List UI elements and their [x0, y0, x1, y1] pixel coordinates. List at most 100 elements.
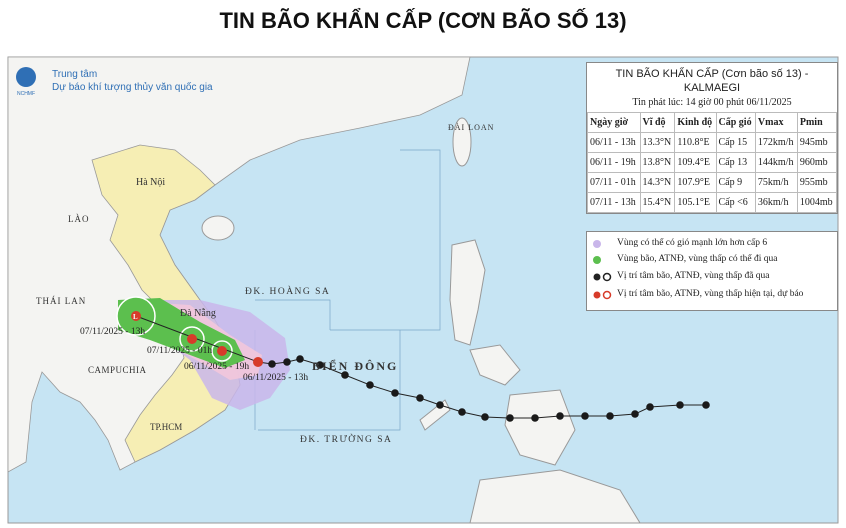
forecast-circle	[211, 340, 233, 362]
page-title: TIN BÃO KHẨN CẤP (CƠN BÃO SỐ 13)	[219, 8, 627, 33]
table-cell: 144km/h	[754, 152, 798, 173]
forecast-label: 06/11/2025 - 19h	[184, 362, 249, 372]
past-position	[506, 414, 514, 422]
issued: Tin phát lúc: 14 giờ 00 phút 06/11/2025	[632, 97, 792, 108]
past-position	[631, 410, 639, 418]
past-position	[366, 381, 374, 389]
logo-icon	[16, 67, 36, 87]
table-cell: Cấp <6	[715, 192, 756, 213]
forecast-label: 06/11/2025 - 13h	[243, 373, 308, 383]
taiwan	[452, 117, 472, 167]
place-label: Hà Nội	[136, 177, 165, 188]
table-cell: Cấp 15	[715, 132, 756, 153]
table-cell: 75km/h	[754, 172, 798, 193]
past-position	[416, 394, 424, 402]
past-position	[531, 414, 539, 422]
past-position	[268, 360, 276, 368]
place-label: TP.HCM	[150, 422, 182, 432]
info-box: TIN BÃO KHẨN CẤP (Cơn bão số 13) - KALMAE…	[586, 62, 838, 214]
place-label: THÁI LAN	[36, 296, 86, 306]
legend-item: Vùng có thể có gió mạnh lớn hơn cấp 6	[617, 238, 768, 248]
past-position	[481, 413, 489, 421]
legend-icon	[602, 272, 612, 282]
past-position	[676, 401, 684, 409]
table-row: 06/11 - 19h 13.8°N 109.4°E Cấp 13 144km/h 960…	[587, 152, 838, 173]
table-cell: 107.9°E	[674, 172, 717, 193]
table-cell: Cấp gió	[715, 112, 756, 133]
place-label: LÀO	[68, 214, 90, 224]
table-cell: Cấp 9	[715, 172, 756, 193]
table-cell: Kinh độ	[674, 112, 717, 133]
forecast-position	[131, 311, 141, 321]
forecast-position	[187, 334, 197, 344]
current-position	[253, 357, 263, 367]
table-cell: 14.3°N	[639, 172, 676, 193]
legend-icon	[593, 240, 601, 248]
map-labels: Hà Nội LÀO THÁI LAN CAMPUCHIA Đà Nẵng TP…	[36, 122, 494, 445]
hainan	[201, 215, 235, 241]
place-label: Đà Nẵng	[180, 308, 216, 319]
forecast-circle	[179, 326, 205, 352]
legend-icon	[602, 290, 612, 300]
table-cell: Vĩ độ	[639, 112, 676, 133]
past-position	[341, 371, 349, 379]
legend-icon	[593, 273, 601, 281]
forecast-label: 07/11/2025 - 13h	[80, 327, 145, 337]
table-cell: 13.8°N	[639, 152, 676, 173]
table-cell: Ngày giờ	[587, 112, 641, 133]
legend-item: Vị trí tâm bão, ATNĐ, vùng thấp đã qua	[617, 271, 770, 281]
info-title: TIN BÃO KHẨN CẤP (Cơn bão số 13) - KALMAE…	[587, 63, 837, 95]
low-mark: L	[133, 313, 138, 321]
legend-icons	[593, 240, 612, 300]
table-cell: 07/11 - 13h	[587, 192, 641, 213]
forecast-labels: 07/11/2025 - 13h 07/11/2025 - 01h 06/11/…	[80, 327, 308, 383]
table-cell: 15.4°N	[639, 192, 676, 213]
past-position	[646, 403, 654, 411]
past-position	[458, 408, 466, 416]
table-cell: 172km/h	[754, 132, 798, 153]
table-cell: Cấp 13	[715, 152, 756, 173]
past-position	[296, 355, 304, 363]
past-position	[556, 412, 564, 420]
table-cell: 06/11 - 13h	[587, 132, 641, 153]
table-cell: 955mb	[796, 172, 838, 193]
place-label: ĐK. TRƯỜNG SA	[300, 433, 392, 445]
table-row: Ngày giờ Vĩ độ Kinh độ Cấp gió Vmax Pmin	[587, 112, 838, 133]
table-row: 06/11 - 13h 13.3°N 110.8°E Cấp 15 172km/h 945…	[587, 132, 838, 153]
table-cell: 105.1°E	[674, 192, 717, 213]
legend: Vùng có thể có gió mạnh lớn hơn cấp 6 Vù…	[586, 231, 838, 311]
past-position	[391, 389, 399, 397]
table-cell: Vmax	[754, 112, 798, 133]
table-cell: 110.8°E	[674, 132, 717, 153]
past-position	[702, 401, 710, 409]
table-row: 07/11 - 01h 14.3°N 107.9°E Cấp 9 75km/h 955mb	[587, 172, 838, 193]
forecast-positions: L	[131, 311, 263, 367]
table-cell: 06/11 - 19h	[587, 152, 641, 173]
info-title-line: KALMAEGI	[683, 82, 741, 94]
past-position	[316, 361, 324, 369]
logo-line1: Trung tâm	[52, 69, 97, 80]
legend-item: Vị trí tâm bão, ATNĐ, vùng thấp hiện tại…	[617, 289, 804, 299]
table-cell: Pmin	[796, 112, 838, 133]
table-cell: 109.4°E	[674, 152, 717, 173]
forecast-label: 07/11/2025 - 01h	[147, 346, 212, 356]
place-label: CAMPUCHIA	[88, 365, 147, 375]
table-cell: 36km/h	[754, 192, 798, 213]
table-cell: 13.3°N	[639, 132, 676, 153]
place-label: BIỂN ĐÔNG	[312, 358, 398, 373]
forecast-table: Ngày giờ Vĩ độ Kinh độ Cấp gió Vmax Pmin 06/11…	[587, 112, 838, 213]
legend-icon	[593, 256, 601, 264]
forecast-position	[217, 346, 227, 356]
legend-icon	[593, 291, 601, 299]
past-position	[283, 358, 291, 366]
past-positions	[268, 355, 710, 422]
table-cell: 1004mb	[796, 192, 838, 213]
logo-abbr: NCHMF	[17, 91, 35, 97]
place-label: ĐK. HOÀNG SA	[245, 285, 330, 297]
table-row: 07/11 - 13h 15.4°N 105.1°E Cấp <6 36km/h 1004…	[587, 192, 838, 213]
philippines	[419, 239, 641, 524]
table-cell: 945mb	[796, 132, 838, 153]
logo-line2: Dự báo khí tượng thủy văn quốc gia	[52, 81, 213, 93]
place-label: ĐÀI LOAN	[448, 122, 494, 132]
